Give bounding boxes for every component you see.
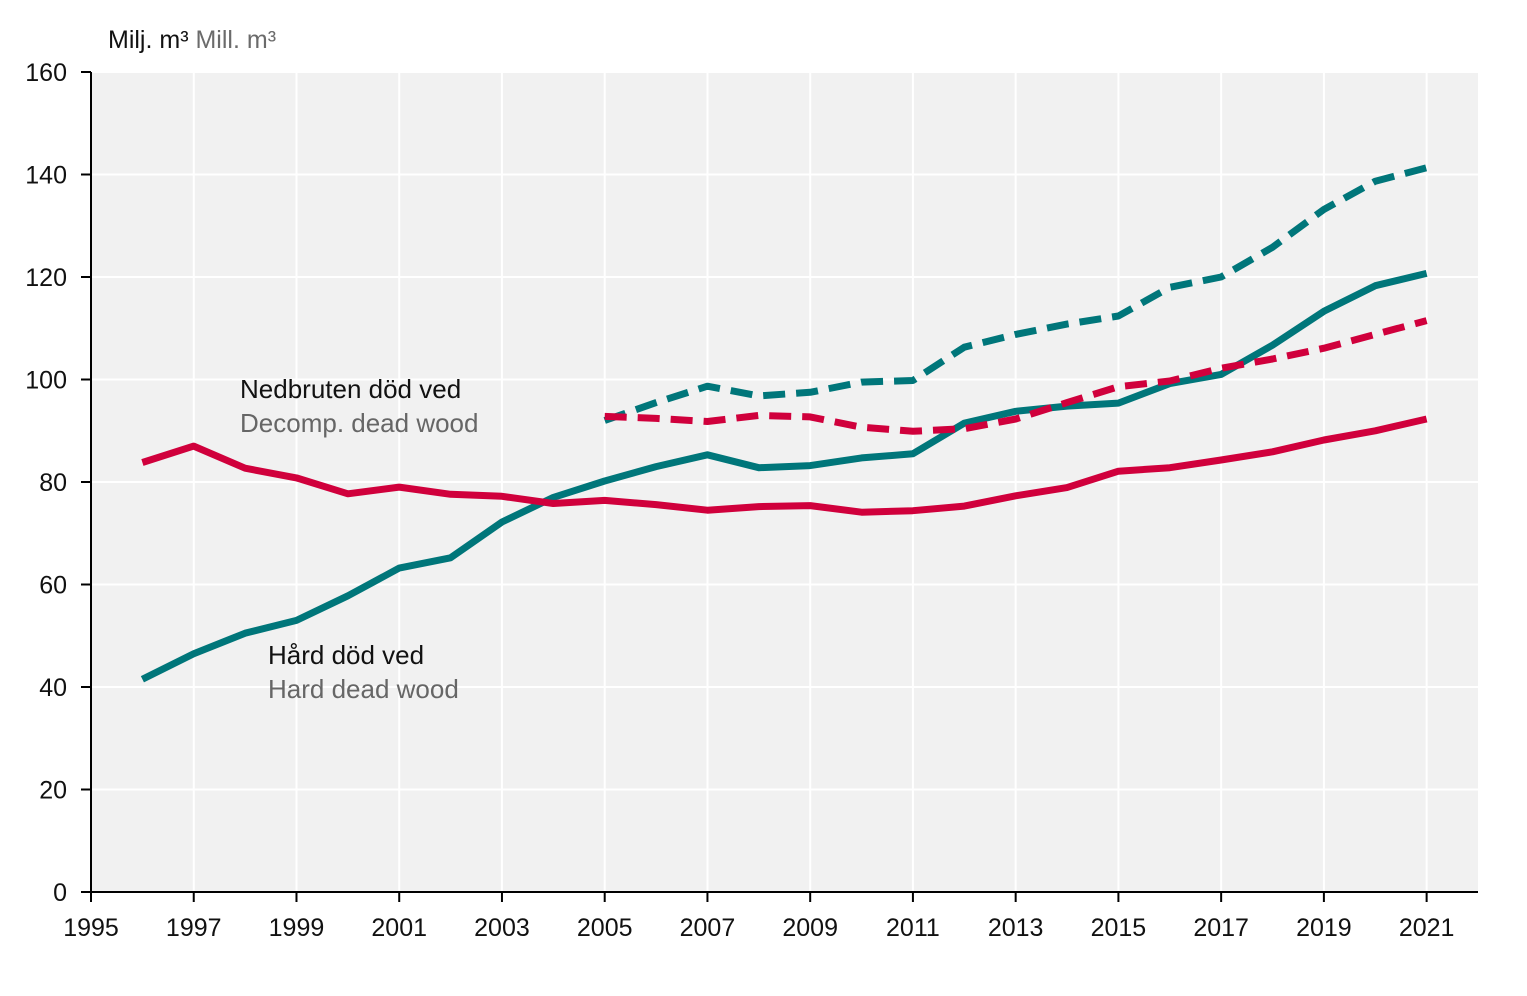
x-tick-label: 2013 — [988, 914, 1044, 942]
y-tick-label: 40 — [39, 674, 67, 702]
x-tick-label: 2005 — [577, 914, 633, 942]
x-tick-label: 2021 — [1399, 914, 1455, 942]
annotation-hard-en: Hard dead wood — [268, 674, 459, 704]
y-tick-label: 160 — [25, 59, 67, 87]
y-tick-label: 60 — [39, 572, 67, 600]
x-tick-label: 2007 — [680, 914, 736, 942]
series-line-decomp_solid — [141, 415, 1428, 516]
x-tick-label: 2011 — [886, 914, 940, 942]
x-tick-label: 2001 — [371, 914, 427, 942]
y-tick-label: 140 — [25, 162, 67, 190]
x-tick-label: 1999 — [269, 914, 325, 942]
x-tick-label: 1995 — [63, 914, 119, 942]
annotation-hard-sv: Hård död ved — [268, 640, 425, 670]
unit-label-sv: Milj. m³ — [108, 26, 189, 54]
x-tick-label: 2019 — [1296, 914, 1352, 942]
y-tick-label: 120 — [25, 264, 67, 292]
x-tick-label: 2009 — [782, 914, 838, 942]
x-tick-label: 2003 — [474, 914, 530, 942]
series-line-decomp_dashed — [604, 317, 1428, 435]
axes — [81, 71, 1478, 902]
y-tick-label: 100 — [25, 367, 67, 395]
y-axis-unit-label: Milj. m³ Mill. m³ — [108, 26, 276, 55]
annotation-hard-dead-wood: Hård död ved Hard dead wood — [268, 638, 459, 706]
unit-label-en: Mill. m³ — [195, 26, 277, 54]
x-tick-label: 2017 — [1193, 914, 1249, 942]
annotation-decomp-sv: Nedbruten död ved — [240, 374, 462, 404]
y-tick-label: 0 — [53, 879, 67, 907]
x-tick-label: 1997 — [166, 914, 222, 942]
gridlines — [91, 71, 1478, 892]
y-tick-label: 80 — [39, 469, 67, 497]
series-line-hard_solid — [140, 269, 1428, 683]
series-layer — [140, 164, 1428, 683]
series-line-hard_dashed — [603, 164, 1428, 424]
tick-labels: 0 20 40 60 80 100 120 140 160 1995 1997 1999 2001 200… — [25, 59, 1454, 942]
annotation-decomp-dead-wood: Nedbruten död ved Decomp. dead wood — [240, 372, 478, 440]
x-tick-label: 2015 — [1091, 914, 1147, 942]
y-tick-label: 20 — [39, 777, 67, 805]
annotation-decomp-en: Decomp. dead wood — [240, 408, 479, 438]
